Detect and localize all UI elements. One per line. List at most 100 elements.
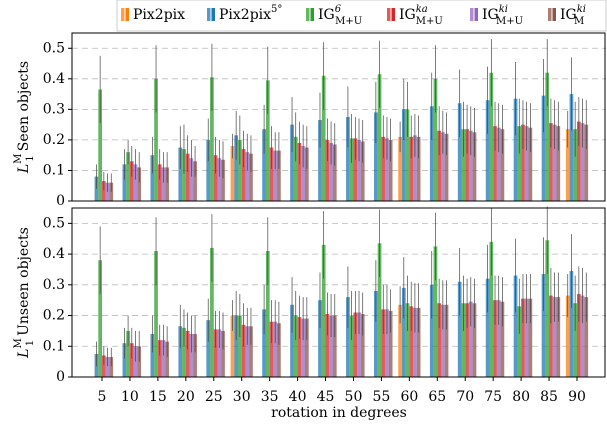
bar xyxy=(102,181,106,201)
bar xyxy=(429,106,434,201)
bar xyxy=(230,315,235,377)
legend-swatch xyxy=(306,8,310,21)
bar xyxy=(409,306,414,377)
bar xyxy=(178,147,183,201)
bar xyxy=(185,153,190,201)
legend-swatch xyxy=(125,8,129,21)
x-axis-label: rotation in degrees xyxy=(271,405,407,421)
bar xyxy=(493,300,497,377)
bar xyxy=(321,75,326,201)
bar xyxy=(157,164,162,201)
x-tick-label: 15 xyxy=(149,389,167,405)
legend-sup: ka xyxy=(416,4,428,15)
legend-label: Pix2pix5° xyxy=(219,4,282,24)
bar xyxy=(318,120,322,201)
y-tick-label: 0.2 xyxy=(43,132,65,148)
y-tick-label: 0 xyxy=(56,369,65,385)
bar xyxy=(405,303,410,377)
bar xyxy=(528,127,533,201)
bar xyxy=(357,139,361,201)
bar xyxy=(496,127,501,201)
legend-name: Pix2pix xyxy=(219,7,271,23)
bar xyxy=(210,247,214,377)
bar xyxy=(165,341,169,377)
y-tick-label: 0 xyxy=(56,193,65,209)
bar xyxy=(541,95,546,201)
bar xyxy=(584,297,589,377)
bar xyxy=(245,326,250,377)
bar xyxy=(129,161,134,201)
bar xyxy=(206,139,211,201)
bar xyxy=(569,270,574,377)
legend-sup: 6 xyxy=(335,4,342,15)
bar xyxy=(249,153,253,201)
bar xyxy=(193,333,197,377)
legend-name: IG xyxy=(482,7,499,23)
y-label-text: Unseen objects xyxy=(16,227,32,336)
legend-sub: M+U xyxy=(496,16,523,27)
legend-name: IG xyxy=(399,7,416,23)
bar xyxy=(521,124,525,201)
bar xyxy=(440,132,445,201)
y-axis-label: LM1 Seen objects xyxy=(13,61,36,174)
bar xyxy=(304,318,309,377)
bar xyxy=(360,314,365,377)
bar xyxy=(346,297,350,377)
bar xyxy=(189,333,194,377)
bar xyxy=(496,300,501,377)
y-tick-label: 0.3 xyxy=(43,277,65,293)
legend-name: IG xyxy=(318,7,335,23)
legend-swatch xyxy=(552,8,556,21)
bar xyxy=(329,315,333,377)
bar xyxy=(577,121,581,201)
bar xyxy=(541,274,546,377)
legend-label: IGki M xyxy=(560,4,586,27)
y-label-text: Seen objects xyxy=(16,61,32,151)
bar xyxy=(468,130,473,201)
legend-swatch xyxy=(387,8,391,21)
bar xyxy=(126,152,130,201)
bar xyxy=(150,333,155,377)
bar xyxy=(109,357,114,377)
bar xyxy=(357,312,361,377)
x-tick-label: 10 xyxy=(121,389,139,405)
bar xyxy=(433,78,438,201)
bar xyxy=(297,142,302,201)
bar xyxy=(221,330,225,377)
y-tick-label: 0.1 xyxy=(43,338,65,354)
bar xyxy=(349,138,354,201)
bar xyxy=(329,142,333,201)
bar xyxy=(332,144,337,201)
bar xyxy=(521,298,525,377)
bar xyxy=(500,129,505,201)
x-tick-label: 75 xyxy=(484,389,502,405)
bar xyxy=(437,303,441,377)
x-tick-label: 45 xyxy=(317,389,335,405)
y-tick-label: 0.2 xyxy=(43,308,65,324)
bar xyxy=(346,117,350,201)
x-tick-label: 55 xyxy=(372,389,390,405)
x-tick-label: 60 xyxy=(400,389,418,405)
bar xyxy=(238,315,242,377)
bar xyxy=(416,136,421,201)
bar xyxy=(269,147,274,201)
legend-label: Pix2pix xyxy=(133,7,185,23)
bar xyxy=(165,167,169,201)
x-tick-label: 35 xyxy=(261,389,279,405)
bar xyxy=(217,158,222,201)
bar xyxy=(577,294,581,377)
bar xyxy=(377,74,382,201)
bar xyxy=(182,327,186,377)
bar xyxy=(150,155,155,201)
bar xyxy=(513,98,518,201)
legend-sub: M+U xyxy=(416,16,443,27)
bar xyxy=(413,307,417,377)
bar xyxy=(398,304,402,377)
bar xyxy=(301,146,305,201)
bar xyxy=(126,330,130,377)
bar xyxy=(374,112,378,201)
x-tick-label: 30 xyxy=(233,389,251,405)
bar xyxy=(465,303,469,377)
bar xyxy=(493,126,497,201)
y-tick-label: 0.4 xyxy=(43,246,65,262)
